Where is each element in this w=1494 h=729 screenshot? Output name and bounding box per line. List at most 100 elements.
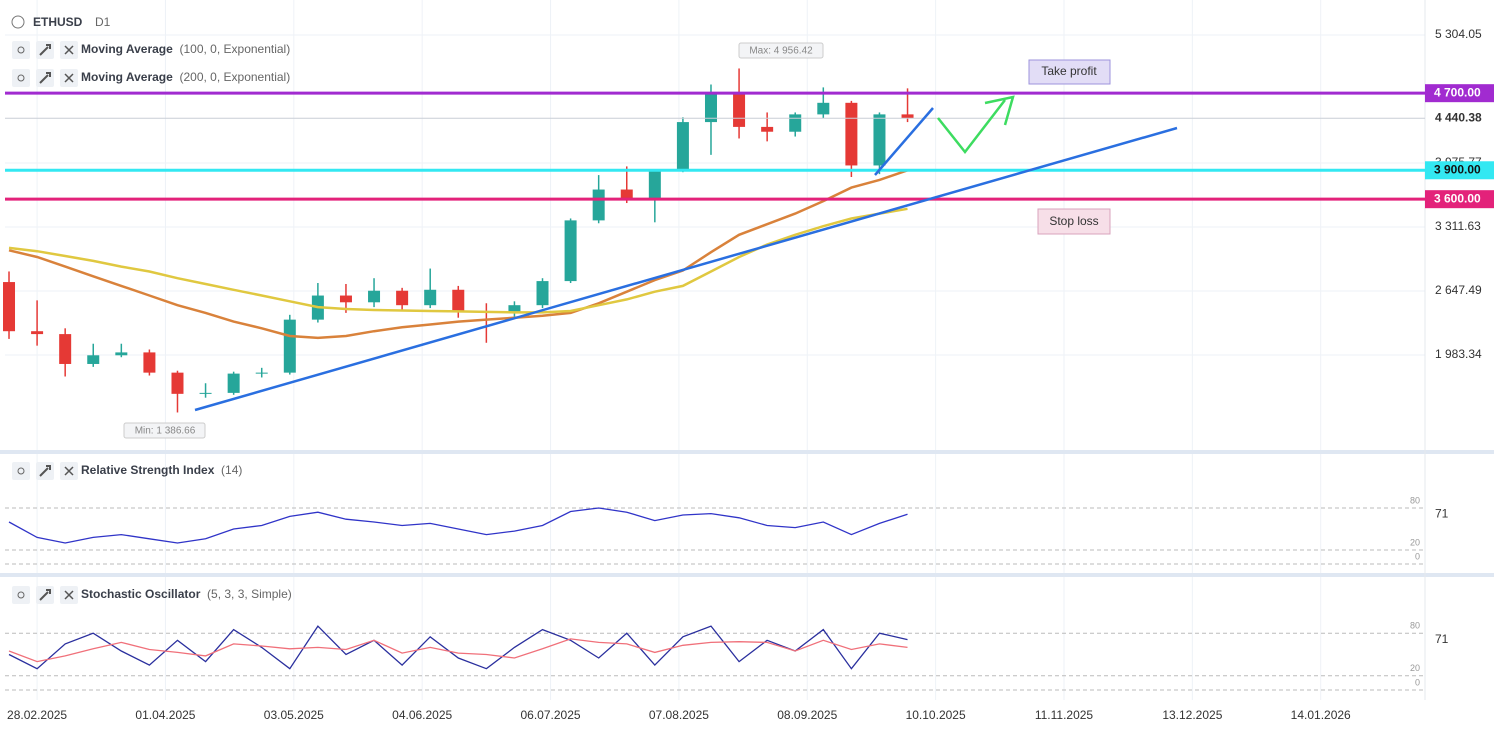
candle-body [3, 282, 16, 332]
x-tick-label: 06.07.2025 [521, 708, 581, 722]
candle-body [199, 392, 212, 394]
max-text: Max: 4 956.42 [749, 46, 813, 57]
toggle-visibility[interactable] [12, 462, 30, 480]
candle-body [87, 355, 100, 364]
wrench-icon [39, 72, 51, 84]
current-value: 71 [1435, 506, 1449, 520]
indicator-label: Moving Average (200, 0, Exponential) [81, 70, 290, 84]
plot: 4 440.38 4 700.00 3 900.00 3 600.00 71 71 [3, 68, 1494, 670]
x-tick-label: 01.04.2025 [135, 708, 195, 722]
price-level-tag [1425, 190, 1494, 209]
note-box [1037, 208, 1111, 235]
take-profit-note[interactable]: Take profit [1028, 59, 1111, 85]
indicator-params: (200, 0, Exponential) [179, 70, 290, 84]
price-level-tag [1425, 161, 1494, 180]
candle-body [648, 170, 661, 200]
info-icon[interactable] [11, 15, 25, 29]
indicator-params: (5, 3, 3, Simple) [207, 587, 292, 601]
wrench-icon [39, 465, 51, 477]
price-level-label: 4 700.00 [1434, 85, 1481, 99]
candle-body [227, 373, 240, 393]
candle-body [255, 372, 268, 374]
indicator-name: Moving Average [81, 42, 173, 56]
indicator-name: Stochastic Oscillator [81, 587, 201, 601]
candle-body [396, 290, 409, 306]
candle-body [368, 290, 381, 303]
symbol: ETHUSD [33, 15, 83, 29]
note-text: Take profit [1041, 64, 1097, 78]
note-box [1028, 59, 1111, 85]
y-tick-label: 2 647.49 [1435, 283, 1482, 297]
wrench-icon [39, 589, 51, 601]
candle-body [761, 126, 774, 132]
x-tick-label: 28.02.2025 [7, 708, 67, 722]
indicator-label: Relative Strength Index (14) [81, 463, 242, 477]
eye-icon [17, 74, 25, 82]
x-tick-label: 11.11.2025 [1035, 708, 1094, 722]
indicator-params: (100, 0, Exponential) [179, 42, 290, 56]
timeframe: D1 [95, 15, 111, 29]
min-text: Min: 1 386.66 [135, 426, 196, 437]
candle-body [31, 331, 44, 335]
panel-separator [0, 573, 1494, 577]
close-icon [64, 45, 74, 55]
x-tick-label: 13.12.2025 [1162, 708, 1222, 722]
price-level-label: 3 600.00 [1434, 191, 1481, 205]
toggle-visibility[interactable] [12, 41, 30, 59]
candle-body [59, 334, 72, 364]
wrench-icon [39, 44, 51, 56]
x-tick-label: 07.08.2025 [649, 708, 709, 722]
note-text: Stop loss [1049, 214, 1098, 228]
oscillator-line [8, 625, 908, 670]
close-icon [64, 466, 74, 476]
indicator-name: Relative Strength Index [81, 463, 215, 477]
x-tick-label: 03.05.2025 [264, 708, 324, 722]
candle-body [424, 289, 437, 306]
candle-body [115, 352, 128, 356]
candle-body [143, 352, 156, 373]
toggle-visibility[interactable] [12, 586, 30, 604]
candle-body [508, 305, 521, 313]
indicator-name: Moving Average [81, 70, 173, 84]
toggle-visibility[interactable] [12, 69, 30, 87]
grid: 28.02.2025 01.04.2025 03.05.2025 04.06.2025… [5, 0, 1482, 722]
label-box [123, 422, 206, 439]
forecast-arrow-head[interactable] [984, 95, 1015, 126]
x-tick-label: 14.01.2026 [1291, 708, 1351, 722]
indicator-params: (14) [221, 463, 242, 477]
oscillator-line [8, 507, 908, 544]
eye-icon [17, 46, 25, 54]
label-box [738, 42, 824, 59]
trend-line[interactable] [874, 107, 934, 176]
max-label: Max: 4 956.42 [738, 42, 824, 59]
level-label: 0 [1415, 677, 1420, 687]
indicator-label: Moving Average (100, 0, Exponential) [81, 42, 290, 56]
price-level-label: 3 900.00 [1434, 162, 1481, 176]
indicator-label: Stochastic Oscillator (5, 3, 3, Simple) [81, 587, 292, 601]
candle-body [171, 372, 184, 394]
candle-body [789, 114, 802, 132]
current-value: 71 [1435, 632, 1449, 646]
candle-body [873, 114, 886, 166]
y-tick-label: 3 311.63 [1435, 219, 1481, 233]
price-level-tag [1425, 84, 1494, 103]
candle-body [901, 114, 914, 119]
min-label: Min: 1 386.66 [123, 422, 206, 439]
close-icon [64, 590, 74, 600]
stop-loss-note[interactable]: Stop loss [1037, 208, 1111, 235]
level-label: 80 [1410, 621, 1420, 631]
candle-body [283, 319, 296, 373]
candle-body [817, 102, 830, 115]
x-tick-label: 10.10.2025 [906, 708, 966, 722]
level-label: 0 [1415, 551, 1420, 561]
y-tick-label: 1 983.34 [1435, 347, 1482, 361]
forecast-arrow[interactable] [937, 99, 1006, 155]
candle-body [704, 93, 717, 123]
indicator-rows: Moving Average (100, 0, Exponential)Movi… [12, 41, 292, 604]
candle-body [592, 189, 605, 221]
x-tick-label: 08.09.2025 [777, 708, 837, 722]
candle-body [536, 281, 549, 306]
y-tick-label: 5 304.05 [1435, 27, 1482, 41]
trend-line[interactable] [194, 126, 1178, 412]
